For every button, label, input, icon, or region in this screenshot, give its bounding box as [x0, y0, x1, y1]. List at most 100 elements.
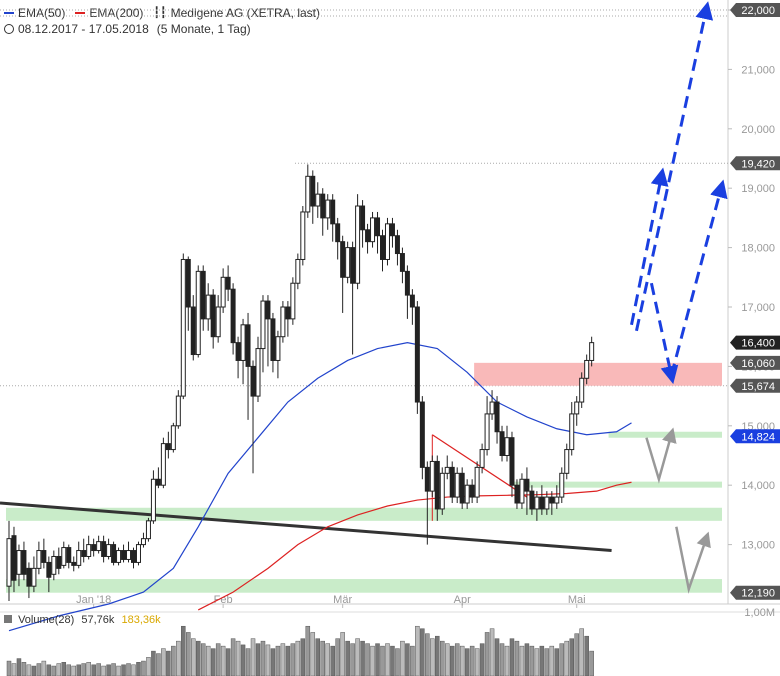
volume-bar: [355, 638, 360, 676]
volume-legend: Volume(28) 57,76k 183,36k: [4, 614, 161, 626]
volume-bar: [504, 645, 510, 676]
candle-body: [36, 550, 42, 569]
candle-body: [11, 535, 17, 581]
volume-bar: [21, 662, 27, 676]
target-arrow-second: [669, 179, 728, 376]
candle: [574, 396, 580, 426]
candle: [86, 535, 92, 560]
candle: [315, 182, 321, 218]
candle-body: [126, 550, 132, 560]
volume-bar: [186, 632, 191, 676]
price-tag: 16,060: [730, 355, 780, 370]
price-tag: 12,190: [730, 585, 780, 600]
candle: [370, 211, 376, 248]
volume-bar: [449, 645, 455, 676]
candle-body: [579, 377, 585, 403]
volume-bar: [66, 664, 72, 676]
candle-body: [310, 175, 316, 207]
volume-bar: [415, 625, 420, 676]
price-zone: [608, 431, 722, 438]
candle-body: [529, 490, 535, 510]
candle: [409, 289, 415, 325]
target-arrow-first: [630, 167, 669, 326]
price-tag: 15,674: [730, 378, 780, 393]
candle-body: [434, 460, 440, 510]
volume-bar: [161, 648, 166, 676]
candle: [504, 425, 510, 462]
candle: [554, 485, 560, 509]
volume-bar: [519, 645, 525, 676]
x-tick-label: Jan '18: [76, 594, 111, 606]
candle-body: [121, 550, 127, 560]
volume-bar: [420, 628, 425, 676]
candle-body: [449, 466, 455, 498]
volume-bar: [489, 628, 495, 676]
y-tick-label: 21,000: [741, 64, 775, 76]
candle: [250, 360, 256, 474]
volume-bar: [335, 638, 340, 676]
volume-bar: [474, 648, 480, 676]
candle: [464, 479, 470, 509]
candle-body: [409, 294, 415, 308]
candle-body: [489, 401, 495, 415]
candle: [215, 295, 221, 343]
ema50-swatch: [4, 12, 14, 14]
candle: [46, 556, 52, 593]
candle: [220, 268, 226, 313]
volume-bar: [11, 663, 17, 676]
volume-bar: [345, 640, 350, 676]
candle-body: [150, 478, 156, 522]
volume-bar: [290, 643, 296, 676]
candle: [230, 283, 236, 355]
candle: [360, 200, 366, 248]
volume-bar: [31, 665, 37, 676]
candle-body: [399, 253, 405, 272]
ema200-line: [197, 481, 632, 611]
volume-bar: [205, 645, 211, 676]
volume-bar: [300, 638, 306, 676]
volume-bar: [435, 635, 440, 676]
candle-body: [479, 449, 485, 468]
candle-body: [255, 348, 261, 397]
candle-body: [370, 217, 376, 243]
candle-body: [444, 466, 450, 474]
candle: [375, 211, 381, 254]
candle-body: [155, 478, 161, 486]
volume-bar: [106, 664, 111, 676]
candle-body: [6, 538, 12, 587]
volume-bar: [330, 645, 335, 676]
candle: [200, 265, 206, 331]
candle-body: [404, 270, 410, 296]
candle: [459, 467, 465, 509]
candle-body: [504, 437, 510, 456]
candle: [41, 538, 47, 569]
candle-body: [519, 478, 525, 504]
candle: [155, 467, 161, 489]
candle-body: [330, 199, 336, 225]
volume-bar: [524, 643, 530, 676]
volume-bar: [469, 645, 475, 676]
price-tag-label: 22,000: [741, 5, 775, 17]
candle-body: [335, 223, 341, 243]
y-tick-label: 19,000: [741, 183, 775, 195]
candle: [424, 461, 430, 545]
candle: [135, 541, 141, 566]
candle-body: [549, 496, 555, 504]
volume-bar: [166, 650, 171, 676]
candle-body: [81, 550, 87, 557]
volume-bar: [6, 660, 12, 676]
candle: [444, 455, 450, 480]
volume-bar: [56, 663, 62, 676]
volume-bar: [375, 643, 380, 676]
volume-value-1: 57,76k: [81, 614, 115, 626]
candle: [26, 562, 32, 599]
volume-bar: [569, 638, 574, 676]
ema50-line: [8, 342, 632, 632]
candle: [310, 170, 316, 224]
volume-bar: [270, 648, 276, 676]
candle: [36, 541, 42, 575]
grey-bounce-arrow-2: [675, 526, 711, 594]
candle-body: [355, 205, 361, 284]
candle: [235, 336, 241, 379]
volume-bar: [549, 645, 555, 676]
